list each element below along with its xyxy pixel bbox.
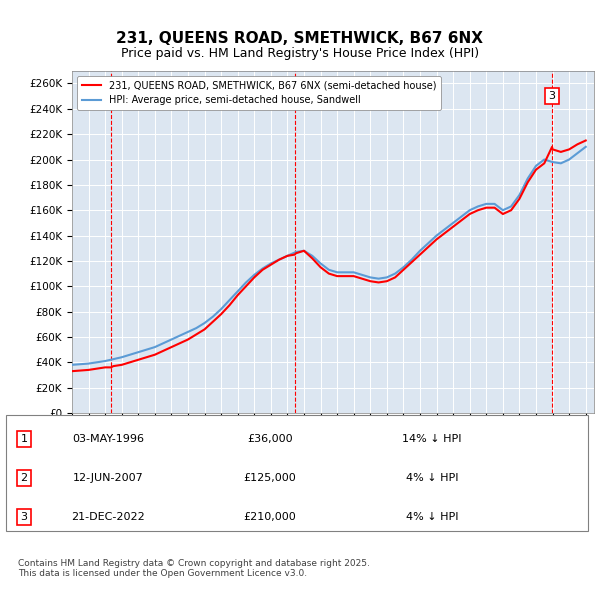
- Text: 3: 3: [548, 91, 556, 101]
- Text: 12-JUN-2007: 12-JUN-2007: [73, 473, 143, 483]
- Text: 21-DEC-2022: 21-DEC-2022: [71, 512, 145, 522]
- Text: 03-MAY-1996: 03-MAY-1996: [72, 434, 144, 444]
- Text: 231, QUEENS ROAD, SMETHWICK, B67 6NX: 231, QUEENS ROAD, SMETHWICK, B67 6NX: [116, 31, 484, 46]
- Text: Price paid vs. HM Land Registry's House Price Index (HPI): Price paid vs. HM Land Registry's House …: [121, 47, 479, 60]
- Text: Contains HM Land Registry data © Crown copyright and database right 2025.
This d: Contains HM Land Registry data © Crown c…: [18, 559, 370, 578]
- Text: £210,000: £210,000: [244, 512, 296, 522]
- Text: £36,000: £36,000: [247, 434, 293, 444]
- Legend: 231, QUEENS ROAD, SMETHWICK, B67 6NX (semi-detached house), HPI: Average price, : 231, QUEENS ROAD, SMETHWICK, B67 6NX (se…: [77, 76, 442, 110]
- Text: 1: 1: [107, 91, 115, 101]
- Text: 14% ↓ HPI: 14% ↓ HPI: [402, 434, 462, 444]
- Text: 4% ↓ HPI: 4% ↓ HPI: [406, 473, 458, 483]
- Text: £125,000: £125,000: [244, 473, 296, 483]
- Text: 1: 1: [20, 434, 28, 444]
- FancyBboxPatch shape: [6, 415, 588, 531]
- Text: 3: 3: [20, 512, 28, 522]
- Text: 2: 2: [292, 91, 298, 101]
- Text: 4% ↓ HPI: 4% ↓ HPI: [406, 512, 458, 522]
- Text: 2: 2: [20, 473, 28, 483]
